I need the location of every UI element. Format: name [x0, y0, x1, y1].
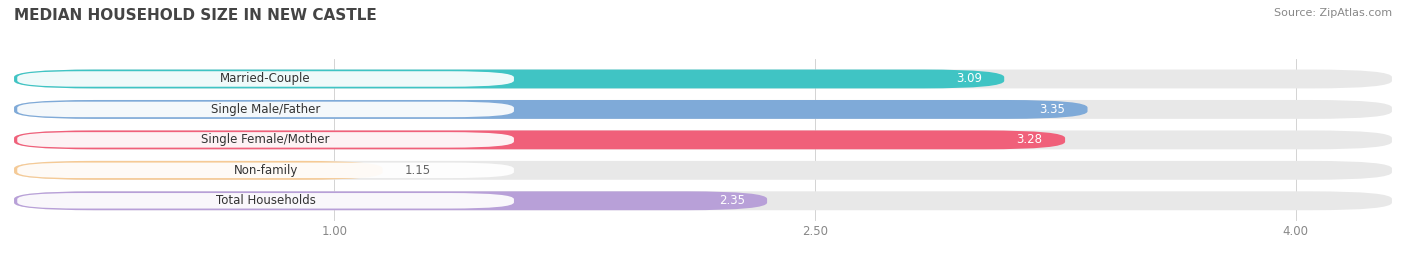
FancyBboxPatch shape — [14, 161, 382, 180]
Text: Single Male/Father: Single Male/Father — [211, 103, 321, 116]
Text: Married-Couple: Married-Couple — [221, 72, 311, 86]
FancyBboxPatch shape — [14, 69, 1004, 89]
FancyBboxPatch shape — [17, 102, 515, 117]
FancyBboxPatch shape — [17, 193, 515, 208]
FancyBboxPatch shape — [17, 162, 515, 178]
FancyBboxPatch shape — [14, 161, 1392, 180]
Text: MEDIAN HOUSEHOLD SIZE IN NEW CASTLE: MEDIAN HOUSEHOLD SIZE IN NEW CASTLE — [14, 8, 377, 23]
FancyBboxPatch shape — [14, 130, 1392, 149]
FancyBboxPatch shape — [17, 132, 515, 148]
Text: 3.09: 3.09 — [956, 72, 981, 86]
FancyBboxPatch shape — [14, 191, 768, 210]
Text: 3.35: 3.35 — [1039, 103, 1066, 116]
FancyBboxPatch shape — [14, 100, 1087, 119]
Text: Source: ZipAtlas.com: Source: ZipAtlas.com — [1274, 8, 1392, 18]
FancyBboxPatch shape — [14, 100, 1392, 119]
FancyBboxPatch shape — [14, 69, 1392, 89]
Text: 2.35: 2.35 — [718, 194, 745, 207]
Text: Single Female/Mother: Single Female/Mother — [201, 133, 330, 146]
FancyBboxPatch shape — [14, 130, 1066, 149]
Text: Total Households: Total Households — [215, 194, 315, 207]
Text: 3.28: 3.28 — [1017, 133, 1043, 146]
FancyBboxPatch shape — [17, 71, 515, 87]
FancyBboxPatch shape — [14, 191, 1392, 210]
Text: Non-family: Non-family — [233, 164, 298, 177]
Text: 1.15: 1.15 — [405, 164, 432, 177]
